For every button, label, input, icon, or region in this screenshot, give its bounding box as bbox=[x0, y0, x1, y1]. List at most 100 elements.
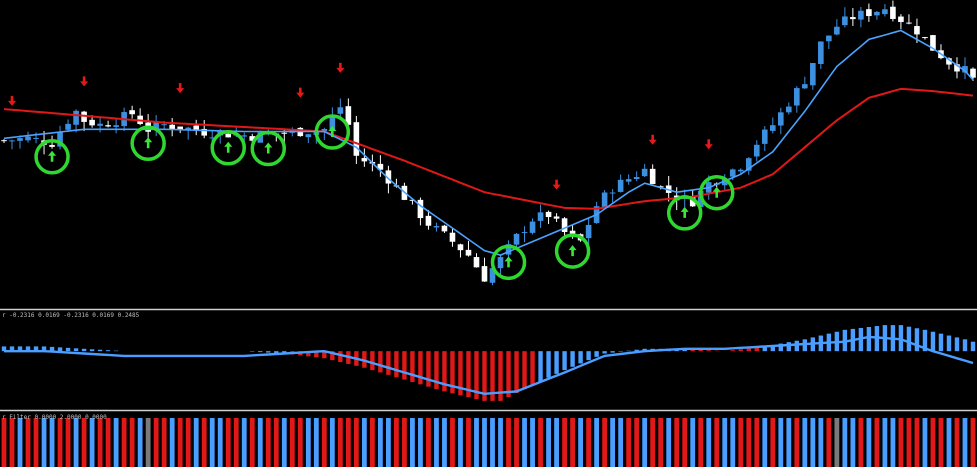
candle-body bbox=[305, 134, 312, 138]
filter-bar bbox=[57, 418, 63, 467]
filter-bar bbox=[482, 418, 487, 467]
filter-bar bbox=[241, 418, 247, 467]
buy-arrow-icon bbox=[224, 141, 233, 153]
filter-panel-label: r Filter 0.0000 2.0000 0.0000 bbox=[2, 414, 107, 421]
filter-bar bbox=[73, 418, 79, 467]
filter-bar bbox=[826, 418, 832, 467]
filter-bar bbox=[209, 418, 215, 467]
candle-body bbox=[818, 41, 824, 64]
candle-body bbox=[177, 126, 183, 130]
candle-body bbox=[761, 129, 768, 144]
candle-body bbox=[625, 179, 632, 182]
filter-bar bbox=[169, 418, 175, 467]
candle-body bbox=[409, 199, 416, 201]
candle-body bbox=[73, 110, 79, 125]
candle-body bbox=[930, 35, 936, 51]
filter-bar bbox=[594, 418, 600, 467]
filter-bar bbox=[850, 418, 856, 467]
filter-bar bbox=[562, 418, 567, 467]
buy-signal-circle bbox=[130, 125, 166, 162]
filter-bar bbox=[402, 418, 407, 467]
filter-bar bbox=[554, 418, 559, 467]
candle-body bbox=[201, 128, 208, 136]
filter-bar bbox=[866, 418, 872, 467]
filter-bar bbox=[938, 418, 944, 467]
filter-bar bbox=[746, 418, 752, 467]
candle-body bbox=[745, 158, 752, 171]
candle-body bbox=[9, 140, 15, 142]
sell-arrow-icon bbox=[296, 87, 305, 98]
oscillator-signal-line bbox=[4, 335, 974, 396]
buy-signal-circle bbox=[210, 130, 246, 166]
filter-panel bbox=[1, 418, 976, 467]
buy-signal-circle bbox=[34, 139, 70, 175]
candle-body bbox=[49, 145, 55, 147]
filter-bar bbox=[962, 418, 968, 467]
candle-body bbox=[353, 122, 360, 156]
filter-bar bbox=[161, 418, 167, 467]
oscillator-panel bbox=[1, 325, 976, 401]
candle-body bbox=[569, 230, 576, 234]
filter-bar bbox=[954, 418, 960, 467]
filter-bar bbox=[786, 418, 792, 467]
buy-arrow-icon bbox=[712, 186, 721, 198]
filter-bar bbox=[297, 418, 303, 467]
filter-bar bbox=[498, 418, 503, 467]
filter-bar bbox=[522, 418, 527, 467]
filter-bar bbox=[41, 418, 47, 467]
candle-body bbox=[858, 10, 864, 20]
candle-body bbox=[465, 249, 472, 256]
filter-bar bbox=[946, 418, 952, 467]
filter-bar bbox=[193, 418, 199, 467]
buy-signal-circle bbox=[490, 244, 527, 281]
filter-bar bbox=[810, 418, 816, 467]
filter-bar bbox=[257, 418, 263, 467]
buy-arrow-icon bbox=[264, 142, 273, 154]
filter-bar bbox=[249, 418, 255, 467]
candle-body bbox=[842, 16, 848, 26]
filter-bar bbox=[858, 418, 864, 467]
candle-body bbox=[826, 35, 832, 42]
filter-bar bbox=[17, 418, 23, 467]
filter-bar bbox=[530, 418, 535, 467]
sell-arrow-icon bbox=[336, 62, 345, 73]
candle-body bbox=[609, 192, 616, 194]
filter-bar bbox=[450, 418, 455, 467]
candle-body bbox=[457, 244, 464, 251]
candle-body bbox=[281, 132, 288, 134]
filter-bar bbox=[466, 418, 471, 467]
filter-bar bbox=[329, 418, 335, 467]
candle-body bbox=[25, 136, 31, 141]
price-panel bbox=[1, 0, 976, 286]
filter-bar bbox=[369, 418, 375, 467]
candle-body bbox=[802, 84, 808, 89]
filter-bar bbox=[121, 418, 127, 467]
candle-body bbox=[914, 26, 920, 35]
filter-bar bbox=[410, 418, 415, 467]
filter-bar bbox=[377, 418, 383, 467]
candle-body bbox=[33, 137, 39, 139]
sell-arrow-icon bbox=[704, 139, 713, 150]
filter-bar bbox=[578, 418, 583, 467]
filter-bar bbox=[97, 418, 103, 467]
filter-bar bbox=[610, 418, 616, 467]
oscillator-panel-label: r -0.2316 0.0169 -0.2316 0.0169 0.2485 bbox=[2, 312, 140, 319]
candle-body bbox=[129, 110, 135, 115]
filter-bar bbox=[546, 418, 551, 467]
filter-bar bbox=[458, 418, 463, 467]
filter-bar bbox=[650, 418, 656, 467]
filter-bar bbox=[65, 418, 71, 467]
buy-arrow-icon bbox=[568, 245, 577, 257]
filter-bar bbox=[794, 418, 800, 467]
filter-bar bbox=[426, 418, 431, 467]
filter-bar bbox=[882, 418, 888, 467]
candle-body bbox=[529, 221, 536, 233]
filter-bar bbox=[730, 418, 736, 467]
slow-moving-average bbox=[3, 87, 974, 210]
filter-bar bbox=[129, 418, 135, 467]
filter-bar bbox=[33, 418, 39, 467]
candle-body bbox=[105, 125, 111, 127]
filter-bar bbox=[265, 418, 271, 467]
filter-bar bbox=[321, 418, 327, 467]
candle-body bbox=[329, 116, 336, 129]
